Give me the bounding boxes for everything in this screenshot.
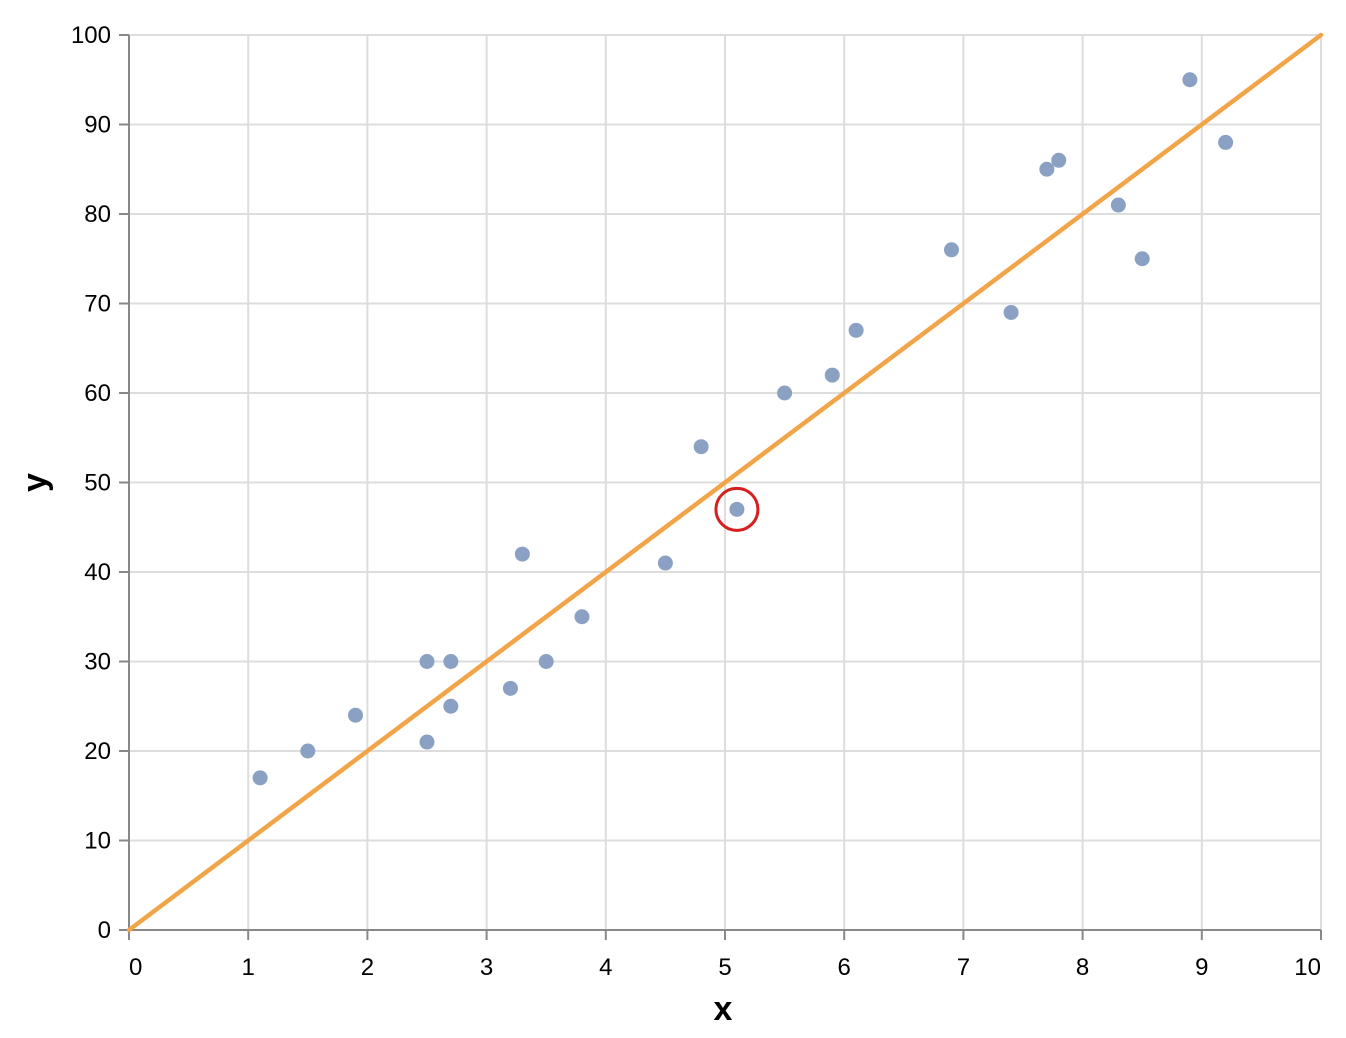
x-tick-label: 3 — [480, 954, 493, 981]
x-tick-label: 7 — [957, 954, 970, 981]
x-tick-label: 8 — [1076, 954, 1089, 981]
data-point — [729, 501, 745, 517]
points-layer — [252, 72, 1234, 786]
x-tick-label: 2 — [361, 954, 374, 981]
highlight-circle — [714, 486, 760, 532]
y-tick-label: 70 — [84, 291, 111, 318]
data-point — [848, 322, 864, 338]
x-tick-label: 0 — [129, 954, 142, 981]
data-point — [1051, 152, 1067, 168]
data-point — [574, 609, 590, 625]
y-tick-label: 40 — [84, 559, 111, 586]
data-point — [347, 707, 363, 723]
y-tick-label: 0 — [98, 917, 111, 944]
data-point — [443, 698, 459, 714]
data-point — [693, 439, 709, 455]
data-point — [252, 770, 268, 786]
data-point — [419, 654, 435, 669]
y-axis-title: y — [16, 473, 54, 492]
data-point — [657, 555, 673, 571]
data-point — [1110, 197, 1126, 213]
data-point — [1003, 304, 1019, 320]
y-tick-label: 20 — [84, 738, 111, 765]
data-point — [502, 680, 518, 696]
fit-line — [126, 32, 1324, 933]
fit-line-layer — [126, 32, 1324, 933]
data-point — [1039, 161, 1055, 177]
x-tick-label: 5 — [718, 954, 731, 981]
y-tick-label: 100 — [71, 22, 111, 49]
x-tick-label: 10 — [1294, 954, 1321, 981]
data-point — [777, 385, 793, 401]
data-point — [514, 546, 530, 562]
data-point — [1182, 72, 1198, 88]
highlight-layer — [714, 486, 760, 532]
y-tick-label: 50 — [84, 470, 111, 497]
data-point — [1218, 134, 1234, 150]
y-tick-label: 60 — [84, 380, 111, 407]
data-point — [538, 654, 554, 669]
x-tick-label: 4 — [599, 954, 612, 981]
y-tick-label: 90 — [84, 112, 111, 139]
data-point — [943, 242, 959, 258]
data-point — [824, 367, 840, 383]
x-tick-label: 6 — [838, 954, 851, 981]
data-point — [300, 743, 316, 759]
y-tick-label: 80 — [84, 201, 111, 228]
x-axis-title: x — [714, 990, 733, 1028]
x-tick-label: 1 — [242, 954, 255, 981]
data-point — [419, 734, 435, 750]
x-tick-label: 9 — [1195, 954, 1208, 981]
data-point — [1134, 251, 1150, 267]
data-point — [443, 654, 459, 669]
y-tick-label: 30 — [84, 649, 111, 676]
y-tick-label: 10 — [84, 828, 111, 855]
